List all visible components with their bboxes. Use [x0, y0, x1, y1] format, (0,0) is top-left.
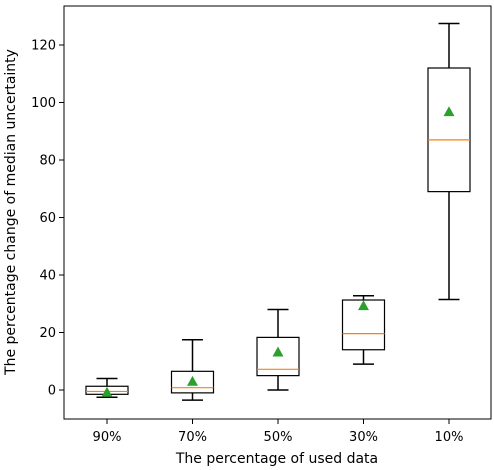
x-tick-label: 30% — [349, 430, 378, 445]
x-tick-label: 50% — [264, 430, 293, 445]
box-body — [341, 299, 386, 351]
x-tick-label: 10% — [435, 430, 464, 445]
box-90pct — [85, 377, 129, 398]
mean-marker — [272, 346, 284, 357]
y-tick-label: 0 — [48, 384, 56, 399]
box-10pct — [427, 22, 471, 301]
y-axis-label: The percentage change of median uncertai… — [3, 49, 19, 376]
box-30pct — [341, 294, 386, 365]
y-tick-label: 80 — [39, 154, 56, 169]
y-tick-label: 20 — [39, 326, 56, 341]
mean-marker — [443, 106, 455, 117]
y-tick-label: 100 — [31, 96, 56, 111]
mean-marker — [101, 386, 113, 397]
plot-frame — [63, 5, 492, 420]
y-tick-label: 60 — [39, 211, 56, 226]
box-body — [427, 67, 471, 193]
x-axis-label: The percentage of used data — [175, 451, 378, 467]
box-50pct — [256, 308, 300, 391]
box-70pct — [170, 338, 215, 401]
y-axis: 0 20 40 60 80 100 120 — [31, 39, 64, 399]
mean-marker — [358, 300, 369, 311]
y-tick-label: 120 — [31, 39, 56, 54]
x-axis: 90% 70% 50% 30% 10% — [93, 419, 464, 445]
mean-marker — [187, 375, 198, 386]
x-tick-label: 70% — [178, 430, 207, 445]
y-tick-label: 40 — [39, 269, 56, 284]
box-body — [256, 336, 300, 377]
box-body — [170, 370, 215, 394]
x-tick-label: 90% — [93, 430, 122, 445]
boxes — [85, 22, 471, 401]
